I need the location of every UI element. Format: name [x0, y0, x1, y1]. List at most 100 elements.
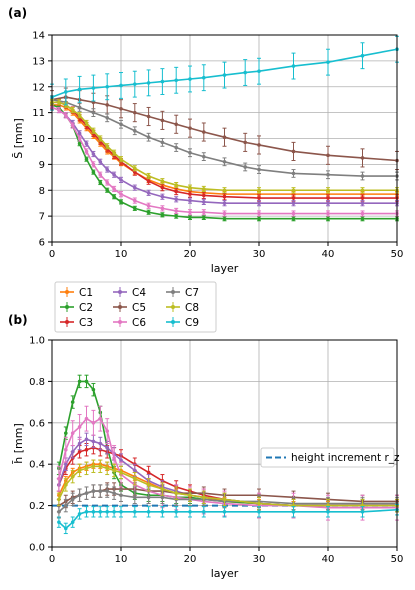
- series-line: [58, 490, 397, 513]
- data-point: [64, 526, 68, 531]
- y-tick-label: 6: [39, 238, 45, 249]
- data-point: [146, 483, 151, 487]
- data-point: [174, 189, 178, 194]
- data-point: [91, 162, 96, 167]
- y-tick-label: 14: [32, 31, 45, 42]
- data-point: [146, 203, 151, 208]
- data-point: [84, 466, 89, 471]
- x-tick-label: 10: [115, 554, 128, 565]
- data-point: [146, 470, 151, 475]
- x-tick-label: 10: [115, 249, 128, 260]
- data-point: [84, 379, 89, 384]
- data-point: [119, 122, 123, 127]
- data-point: [70, 108, 75, 112]
- data-point: [133, 510, 137, 514]
- data-point: [70, 400, 75, 404]
- data-point: [119, 200, 123, 204]
- data-point: [98, 159, 103, 164]
- data-point: [291, 171, 296, 176]
- legend-label: C9: [185, 317, 199, 329]
- data-point: [119, 458, 123, 462]
- data-point: [257, 501, 261, 506]
- data-point: [257, 201, 261, 205]
- data-point: [160, 510, 165, 514]
- legend-swatch-marker: [171, 305, 175, 309]
- data-point: [70, 497, 75, 502]
- data-point: [360, 188, 365, 193]
- x-tick-label: 30: [253, 554, 266, 565]
- data-point: [91, 86, 96, 90]
- data-point: [77, 113, 82, 118]
- data-point: [188, 215, 192, 220]
- data-point: [291, 196, 296, 200]
- data-point: [243, 70, 247, 75]
- legend-swatch-marker: [65, 290, 69, 294]
- reference-legend: height increment r_z: [260, 447, 400, 468]
- y-axis-label: S̄ [mm]: [12, 118, 25, 159]
- data-point: [77, 105, 82, 110]
- legend-label: C5: [132, 302, 146, 314]
- data-point: [243, 165, 247, 169]
- data-point: [57, 510, 61, 514]
- series-C8: [56, 459, 399, 513]
- data-point: [84, 510, 89, 514]
- data-point: [119, 106, 123, 111]
- x-tick-label: 20: [184, 249, 197, 260]
- data-point: [133, 185, 137, 190]
- data-point: [105, 103, 109, 107]
- x-tick-label: 0: [49, 554, 55, 565]
- data-point: [77, 449, 82, 454]
- data-point: [174, 491, 178, 495]
- data-point: [105, 84, 109, 89]
- y-tick-label: 8: [39, 186, 45, 197]
- data-point: [146, 495, 151, 500]
- data-point: [202, 75, 206, 80]
- x-axis-label: layer: [211, 262, 239, 275]
- data-point: [91, 152, 96, 156]
- data-point: [112, 150, 116, 155]
- y-tick-label: 0.8: [29, 377, 45, 388]
- data-point: [188, 150, 192, 155]
- data-point: [188, 185, 192, 190]
- data-point: [174, 510, 178, 514]
- data-point: [146, 179, 151, 183]
- data-point: [98, 136, 103, 141]
- data-point: [188, 126, 192, 130]
- data-point: [105, 144, 109, 149]
- data-point: [77, 441, 82, 446]
- data-point: [160, 118, 165, 123]
- data-point: [70, 449, 75, 454]
- data-point: [112, 456, 116, 460]
- data-point: [119, 83, 123, 88]
- data-point: [188, 198, 192, 203]
- y-tick-label: 0.0: [29, 543, 45, 554]
- data-point: [146, 81, 151, 85]
- data-point: [77, 136, 82, 141]
- data-point: [160, 206, 165, 211]
- y-tick-label: 0.2: [29, 501, 45, 512]
- series-line: [58, 508, 398, 530]
- legend-label: C4: [132, 287, 146, 299]
- data-point: [360, 216, 365, 221]
- data-point: [77, 493, 82, 498]
- data-point: [84, 141, 89, 146]
- data-point: [98, 180, 103, 185]
- data-point: [174, 145, 178, 150]
- data-point: [105, 180, 109, 185]
- data-point: [77, 425, 82, 429]
- data-point: [91, 421, 96, 425]
- data-point: [133, 82, 137, 86]
- data-point: [326, 196, 330, 200]
- data-point: [105, 445, 109, 450]
- data-point: [146, 174, 151, 178]
- data-point: [188, 493, 192, 498]
- data-point: [112, 194, 116, 199]
- legend-label: C3: [79, 317, 93, 329]
- data-point: [105, 510, 109, 514]
- data-point: [360, 174, 365, 178]
- data-point: [257, 196, 261, 200]
- data-point: [188, 510, 192, 514]
- plot-frame: [51, 339, 398, 548]
- data-point: [202, 187, 206, 191]
